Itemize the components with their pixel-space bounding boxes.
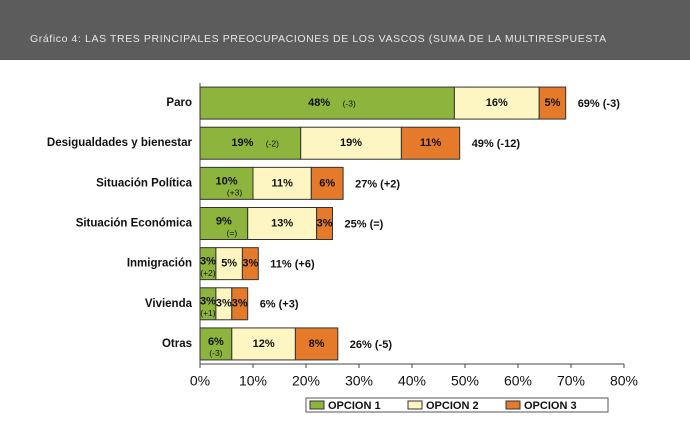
- change-label: (+3): [227, 188, 243, 198]
- chart-title: Gráfico 4: LAS TRES PRINCIPALES PREOCUPA…: [30, 33, 607, 45]
- value-label: 3%: [200, 256, 216, 268]
- value-label: 48%: [308, 97, 330, 109]
- x-tick-label: 40%: [398, 373, 426, 389]
- legend-swatch: [407, 400, 423, 410]
- bar-segment: [316, 207, 334, 240]
- total-label: 69% (-3): [578, 98, 621, 110]
- header-band: [0, 0, 690, 60]
- value-label: 6%: [319, 177, 335, 189]
- change-label: (=): [227, 228, 238, 238]
- category-label: Paro: [166, 97, 192, 109]
- value-label: 3%: [317, 217, 333, 229]
- change-label: (-3): [343, 98, 356, 108]
- x-tick-label: 0%: [190, 373, 210, 389]
- bar-segment: [310, 166, 344, 200]
- bar-segment: [400, 126, 461, 160]
- bar-segment: [199, 327, 233, 361]
- bar-segment: [199, 126, 302, 160]
- total-label: 6% (+3): [260, 299, 299, 311]
- x-tick-label: 50%: [451, 373, 479, 389]
- value-label: 11%: [271, 177, 293, 189]
- change-label: (+1): [200, 308, 216, 318]
- value-label: 9%: [216, 215, 232, 227]
- legend-label: OPCION 2: [426, 400, 479, 412]
- bar-segment: [199, 166, 254, 200]
- bar-segment: [231, 287, 249, 321]
- bar-segment: [538, 86, 567, 120]
- legend-swatch: [505, 400, 521, 410]
- legend-swatch: [309, 400, 325, 410]
- value-label: 12%: [253, 338, 275, 350]
- total-label: 49% (-12): [472, 138, 521, 150]
- value-label: 3%: [242, 258, 258, 270]
- value-label: 6%: [208, 336, 224, 348]
- x-tick-label: 80%: [610, 373, 638, 389]
- x-tick-label: 30%: [345, 373, 373, 389]
- category-label: Vivienda: [145, 298, 193, 310]
- value-label: 11%: [420, 137, 442, 149]
- legend-label: OPCION 1: [328, 400, 381, 412]
- category-label: Situación Política: [96, 177, 192, 189]
- change-label: (-2): [266, 138, 279, 148]
- total-label: 26% (-5): [350, 339, 393, 351]
- category-label: Inmigración: [127, 258, 192, 270]
- bar-segment: [300, 126, 402, 160]
- bar-segment: [453, 86, 540, 120]
- value-label: 5%: [221, 258, 237, 270]
- x-tick-label: 10%: [239, 373, 267, 389]
- total-label: 11% (+6): [270, 259, 315, 271]
- value-label: 13%: [271, 217, 293, 229]
- value-label: 3%: [216, 298, 232, 310]
- value-label: 16%: [486, 97, 508, 109]
- total-label: 25% (=): [345, 218, 384, 230]
- change-label: (-3): [209, 348, 222, 358]
- bar-segment: [247, 207, 318, 240]
- x-tick-label: 70%: [557, 373, 585, 389]
- category-label: Desigualdades y bienestar: [47, 137, 193, 149]
- value-label: 3%: [232, 298, 248, 310]
- change-label: (+2): [200, 268, 216, 278]
- category-label: Situación Económica: [76, 218, 193, 230]
- value-label: 5%: [544, 97, 560, 109]
- value-label: 10%: [215, 175, 237, 187]
- category-label: Otras: [162, 338, 192, 350]
- legend-label: OPCION 3: [524, 400, 577, 412]
- value-label: 3%: [200, 296, 216, 308]
- x-tick-label: 60%: [504, 373, 532, 389]
- bar-segment: [241, 247, 259, 281]
- value-label: 19%: [340, 137, 362, 149]
- bar-segment: [199, 86, 455, 120]
- total-label: 27% (+2): [355, 178, 400, 190]
- value-label: 19%: [231, 137, 253, 149]
- value-label: 8%: [309, 338, 325, 350]
- x-tick-label: 20%: [292, 373, 320, 389]
- bar-segment: [294, 327, 339, 361]
- legend-frame: [305, 397, 609, 413]
